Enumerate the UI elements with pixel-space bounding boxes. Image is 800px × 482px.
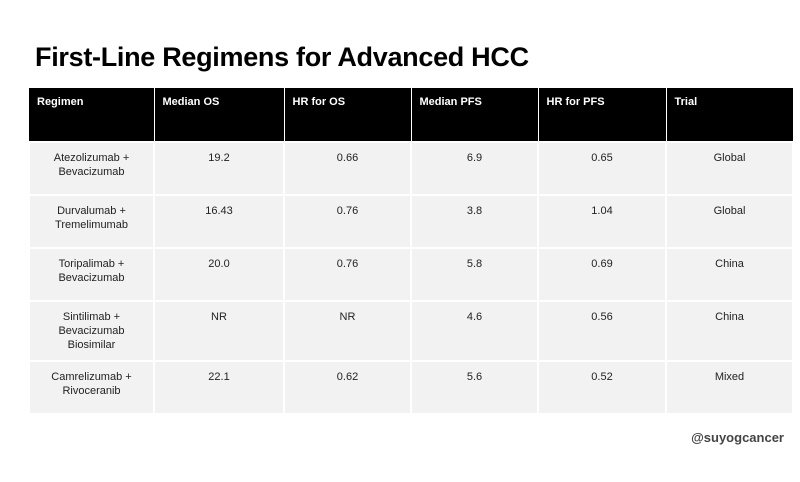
table-cell: Toripalimab + Bevacizumab <box>28 247 155 302</box>
table-cell: 4.6 <box>410 300 539 362</box>
table-cell: 20.0 <box>153 247 285 302</box>
table-cell: 16.43 <box>153 194 285 249</box>
table-cell: 0.52 <box>537 360 667 415</box>
table-cell: 1.04 <box>537 194 667 249</box>
table-body: Atezolizumab + Bevacizumab 19.2 0.66 6.9 0.6… <box>28 141 794 415</box>
table-cell: 19.2 <box>153 141 285 196</box>
table-cell: Camrelizumab + Rivoceranib <box>28 360 155 415</box>
table-row: Toripalimab + Bevacizumab 20.0 0.76 5.8 0.69… <box>28 247 794 302</box>
table-cell: China <box>665 247 794 302</box>
table-row: Camrelizumab + Rivoceranib 22.1 0.62 5.6 0.5… <box>28 360 794 415</box>
table-cell: Durvalumab + Tremelimumab <box>28 194 155 249</box>
table-cell: 22.1 <box>153 360 285 415</box>
header-cell: HR for PFS <box>538 88 667 142</box>
table-cell: 0.76 <box>283 194 412 249</box>
table-cell: 0.69 <box>537 247 667 302</box>
table-row: Durvalumab + Tremelimumab 16.43 0.76 3.8 1.0… <box>28 194 794 249</box>
table-row: Sintilimab + Bevacizumab Biosimilar NR NR 4… <box>28 300 794 362</box>
title: First-Line Regimens for Advanced HCC <box>35 42 529 72</box>
table-cell: 5.8 <box>410 247 539 302</box>
header-cell: Median OS <box>154 88 285 142</box>
table-row: Atezolizumab + Bevacizumab 19.2 0.66 6.9 0.6… <box>28 141 794 196</box>
table-cell: 0.76 <box>283 247 412 302</box>
table-cell: 6.9 <box>410 141 539 196</box>
table-cell: 3.8 <box>410 194 539 249</box>
table-cell: Atezolizumab + Bevacizumab <box>28 141 155 196</box>
table-cell: 0.66 <box>283 141 412 196</box>
header-cell: HR for OS <box>284 88 412 142</box>
table-cell: NR <box>153 300 285 362</box>
table-header: Regimen Median OS HR for OS Median PFS HR fo… <box>29 88 794 142</box>
table-cell: Global <box>665 141 794 196</box>
table-cell: 0.56 <box>537 300 667 362</box>
header-cell: Regimen <box>29 88 155 142</box>
table-cell: China <box>665 300 794 362</box>
table-cell: Global <box>665 194 794 249</box>
header-cell: Trial <box>666 88 794 142</box>
header-row: Regimen Median OS HR for OS Median PFS HR fo… <box>29 88 794 142</box>
table-cell: 0.65 <box>537 141 667 196</box>
regimen-table: Regimen Median OS HR for OS Median PFS HR fo… <box>28 88 794 415</box>
header-cell: Median PFS <box>411 88 539 142</box>
table-cell: NR <box>283 300 412 362</box>
table-cell: 5.6 <box>410 360 539 415</box>
watermark: @suyogcancer <box>691 430 784 445</box>
table-cell: 0.62 <box>283 360 412 415</box>
table-cell: Sintilimab + Bevacizumab Biosimilar <box>28 300 155 362</box>
table-cell: Mixed <box>665 360 794 415</box>
